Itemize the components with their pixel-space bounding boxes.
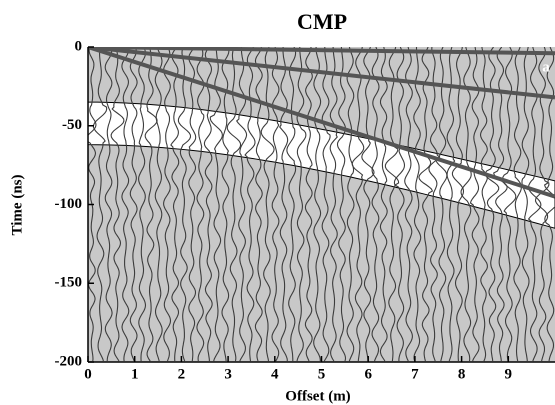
y-tick-label: -200: [55, 353, 83, 369]
direct-wave: [88, 47, 555, 199]
x-tick-label: 4: [271, 366, 279, 382]
reflection-band: [88, 101, 555, 229]
wiggle-trace: [286, 47, 297, 361]
wiggle-trace: [209, 47, 223, 362]
y-axis-label: Time (ns): [9, 175, 25, 236]
wiggle-trace: [543, 47, 555, 362]
wiggle-trace: [428, 47, 441, 362]
wiggle-trace: [527, 47, 542, 362]
wiggle-trace: [260, 47, 275, 362]
wiggle-trace: [435, 47, 448, 362]
x-tick-label: 0: [84, 366, 92, 382]
wiggle-trace: [177, 47, 192, 362]
wiggle-trace: [138, 47, 147, 362]
x-tick-label: 9: [505, 366, 513, 382]
wiggle-trace: [163, 47, 172, 362]
y-tick-label: 0: [75, 38, 83, 54]
wiggle-trace: [221, 47, 230, 362]
x-tick-label: 6: [364, 366, 372, 382]
wiggle-trace: [501, 47, 517, 362]
wiggle-trace: [384, 47, 400, 362]
wiggle-trace: [418, 47, 434, 362]
wiggle-trace: [321, 47, 331, 362]
wiggle-trace: [404, 47, 413, 362]
wiggle-trace: [271, 47, 280, 362]
wiggle-trace: [413, 47, 422, 362]
panel-label: a: [542, 59, 550, 75]
wiggle-trace: [154, 47, 163, 362]
wiggle-trace: [196, 47, 205, 362]
wiggle-trace: [469, 47, 480, 362]
plot-area: [88, 47, 555, 362]
wiggle-trace: [254, 47, 263, 362]
wiggle-trace: [304, 47, 313, 362]
wiggle-trace: [121, 47, 130, 362]
x-tick-label: 8: [458, 366, 466, 382]
wiggle-trace: [313, 47, 322, 362]
wiggle-trace: [104, 47, 113, 362]
wiggle-trace: [329, 47, 338, 362]
wiggle-trace: [296, 47, 307, 362]
wiggle-trace: [226, 47, 242, 362]
x-axis-label: Offset (m): [285, 388, 350, 404]
chart-title: CMP: [297, 9, 347, 34]
direct-wave: [88, 47, 555, 100]
x-tick-label: 7: [411, 366, 419, 382]
wiggle-trace: [279, 47, 289, 362]
wiggle-trace: [110, 47, 125, 362]
wiggle-trace: [493, 47, 508, 362]
wiggle-trace: [460, 47, 472, 362]
wiggle-trace: [379, 47, 388, 362]
wiggle-trace: [446, 47, 456, 362]
wiggle-trace: [336, 47, 347, 362]
wiggle-trace: [144, 47, 158, 362]
x-tick-label: 3: [224, 366, 232, 382]
wiggle-trace: [351, 47, 365, 362]
wiggle-trace: [484, 47, 500, 362]
wiggle-trace: [393, 47, 406, 361]
y-tick-label: -100: [55, 196, 83, 212]
wiggle-trace: [371, 47, 380, 362]
wiggle-trace: [129, 47, 138, 362]
direct-wave: [88, 47, 555, 56]
wiggle-trace: [346, 47, 355, 362]
x-tick-label: 2: [178, 366, 186, 382]
wiggle-trace: [170, 47, 180, 362]
wiggle-trace: [92, 47, 108, 362]
wiggle-trace: [479, 47, 488, 362]
wiggle-trace: [203, 47, 213, 362]
wiggle-trace: [534, 47, 550, 362]
wiggle-trace: [361, 47, 375, 362]
wiggle-trace: [451, 47, 465, 362]
y-tick-label: -150: [55, 275, 83, 291]
wiggle-trace: [521, 47, 530, 362]
x-tick-label: 5: [318, 366, 326, 382]
y-tick-label: -50: [62, 117, 82, 133]
x-tick-label: 1: [131, 366, 139, 382]
wiggle-trace: [513, 47, 522, 362]
wiggle-trace: [188, 47, 197, 362]
